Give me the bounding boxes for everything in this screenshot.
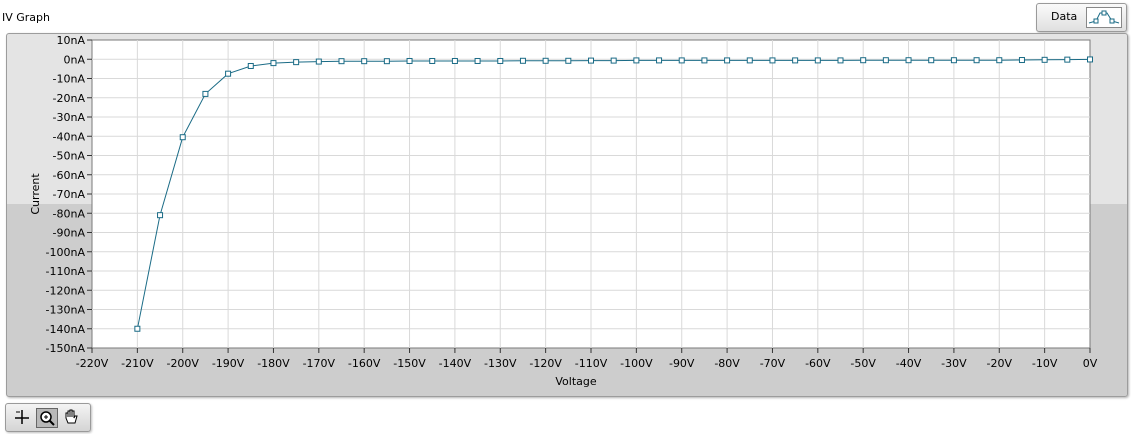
y-tick-label: -130nA — [46, 304, 86, 317]
x-tick-label: -220V — [76, 357, 109, 370]
data-point[interactable] — [565, 57, 572, 64]
x-tick-label: -160V — [348, 357, 381, 370]
y-tick-label: -60nA — [53, 169, 86, 182]
x-tick-label: -150V — [393, 357, 426, 370]
y-tick-label: -100nA — [46, 246, 86, 259]
graph-title: IV Graph — [2, 11, 51, 24]
data-point[interactable] — [860, 57, 867, 64]
data-point[interactable] — [973, 57, 980, 64]
x-tick-label: -10V — [1032, 357, 1058, 370]
data-point[interactable] — [746, 57, 753, 64]
data-point[interactable] — [293, 59, 300, 66]
data-point[interactable] — [1018, 57, 1025, 64]
x-tick-label: -120V — [529, 357, 562, 370]
data-point[interactable] — [678, 57, 685, 64]
y-tick-label: -10nA — [53, 73, 86, 86]
data-point[interactable] — [406, 57, 413, 64]
data-point[interactable] — [905, 57, 912, 64]
x-tick-label: -70V — [760, 357, 786, 370]
data-point[interactable] — [315, 58, 322, 65]
data-point[interactable] — [610, 57, 617, 64]
y-tick-label: -20nA — [53, 92, 86, 105]
y-tick-label: -50nA — [53, 150, 86, 163]
data-point[interactable] — [633, 57, 640, 64]
data-point[interactable] — [474, 57, 481, 64]
x-axis-label: Voltage — [555, 375, 596, 388]
data-point[interactable] — [701, 57, 708, 64]
data-point[interactable] — [497, 57, 504, 64]
data-point[interactable] — [724, 57, 731, 64]
plot-legend[interactable]: Data — [1036, 3, 1127, 32]
x-tick-label: -190V — [212, 357, 245, 370]
data-point[interactable] — [1064, 56, 1071, 63]
data-point[interactable] — [588, 57, 594, 64]
legend-label: Data — [1051, 10, 1078, 23]
data-point[interactable] — [928, 57, 935, 64]
x-tick-label: -50V — [850, 357, 876, 370]
data-point[interactable] — [451, 57, 458, 64]
x-tick-label: -30V — [941, 357, 967, 370]
pan-tool-icon[interactable] — [61, 408, 81, 426]
x-tick-label: -60V — [805, 357, 831, 370]
x-tick-label: -180V — [257, 357, 290, 370]
x-tick-label: -40V — [896, 357, 922, 370]
data-point[interactable] — [1087, 56, 1093, 63]
data-point[interactable] — [361, 58, 368, 65]
data-point[interactable] — [270, 60, 277, 67]
x-tick-label: -200V — [166, 357, 199, 370]
y-tick-label: -110nA — [46, 265, 86, 278]
y-tick-label: -30nA — [53, 111, 86, 124]
data-point[interactable] — [134, 325, 141, 332]
x-tick-label: 0V — [1083, 357, 1098, 370]
zoom-tool-icon[interactable] — [36, 408, 58, 428]
y-tick-label: -90nA — [53, 227, 86, 240]
y-tick-label: -40nA — [53, 130, 86, 143]
y-tick-label: -140nA — [46, 323, 86, 336]
x-tick-label: -80V — [714, 357, 740, 370]
data-point[interactable] — [519, 57, 526, 64]
y-tick-label: -80nA — [53, 207, 86, 220]
y-tick-label: 0nA — [64, 53, 86, 66]
data-point[interactable] — [247, 62, 254, 69]
x-tick-label: -90V — [669, 357, 695, 370]
data-point[interactable] — [383, 58, 390, 65]
data-point[interactable] — [338, 58, 345, 65]
data-point[interactable] — [225, 70, 232, 77]
data-point[interactable] — [429, 57, 436, 64]
data-point[interactable] — [202, 90, 209, 97]
y-tick-label: 10nA — [57, 34, 86, 47]
graph-palette — [5, 403, 91, 432]
x-tick-label: -130V — [484, 357, 517, 370]
x-tick-label: -110V — [575, 357, 608, 370]
data-point[interactable] — [542, 57, 549, 64]
data-point[interactable] — [792, 57, 799, 64]
y-tick-label: -70nA — [53, 188, 86, 201]
data-point[interactable] — [769, 57, 776, 64]
data-point[interactable] — [814, 57, 821, 64]
data-point[interactable] — [157, 212, 164, 219]
data-point[interactable] — [882, 57, 889, 64]
data-point[interactable] — [950, 57, 957, 64]
data-point[interactable] — [1041, 56, 1048, 63]
data-point[interactable] — [656, 57, 663, 64]
line-style-icon[interactable] — [1086, 7, 1122, 28]
x-tick-label: -100V — [620, 357, 653, 370]
x-tick-label: -210V — [121, 357, 154, 370]
y-axis-label: Current — [29, 173, 42, 215]
x-tick-label: -20V — [987, 357, 1013, 370]
cursor-tool-icon[interactable] — [12, 408, 32, 426]
y-tick-label: -150nA — [46, 342, 86, 355]
data-point[interactable] — [179, 134, 186, 141]
data-point[interactable] — [996, 57, 1003, 64]
x-tick-label: -170V — [303, 357, 336, 370]
x-tick-label: -140V — [439, 357, 472, 370]
y-tick-label: -120nA — [46, 284, 86, 297]
data-point[interactable] — [837, 57, 844, 64]
